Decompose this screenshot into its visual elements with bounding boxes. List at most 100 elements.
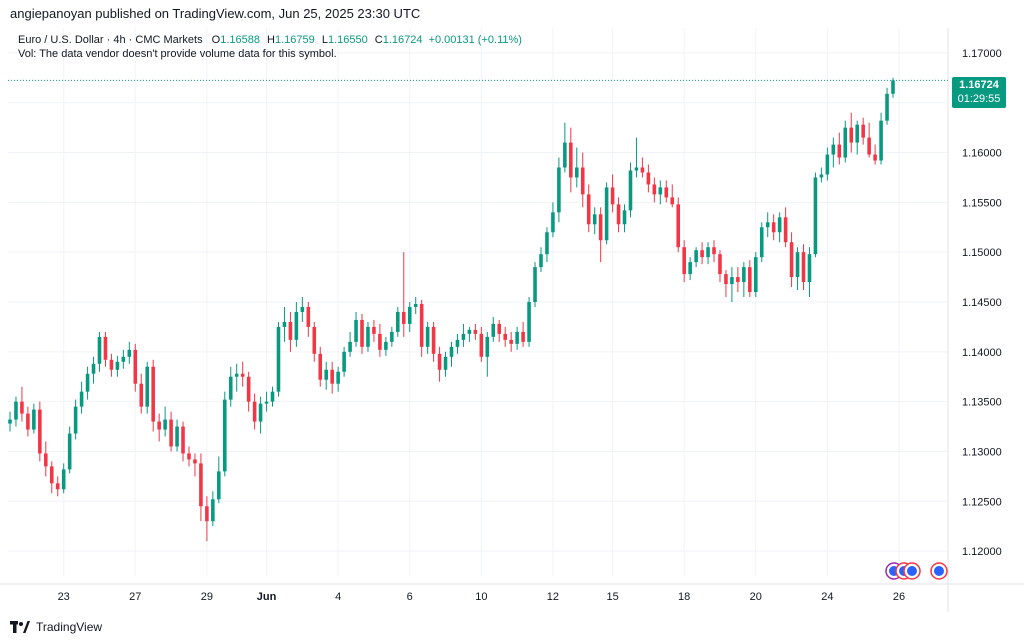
candle-body xyxy=(61,469,66,490)
candle-body xyxy=(563,142,567,168)
candle-body xyxy=(330,369,334,384)
candle-body xyxy=(598,214,603,241)
candle-body xyxy=(700,250,704,258)
candle-body xyxy=(55,483,60,490)
candle-body xyxy=(419,303,424,347)
x-tick-label: 15 xyxy=(606,591,618,603)
candle-body xyxy=(455,339,460,347)
x-tick-label: Jun xyxy=(257,591,277,603)
candle-body xyxy=(20,401,24,414)
x-tick-label: 6 xyxy=(407,591,413,603)
tradingview-logo-icon[interactable] xyxy=(10,621,30,633)
candle-body xyxy=(521,331,525,342)
x-tick-label: 12 xyxy=(547,591,559,603)
candle-body xyxy=(569,142,573,178)
candle-body xyxy=(73,406,78,434)
candle-body xyxy=(580,167,585,195)
low-value: 1.16550 xyxy=(327,34,368,46)
flag-icon-us-2[interactable] xyxy=(930,562,948,580)
candle-body xyxy=(515,331,519,344)
candlestick-chart[interactable]: 1.12000 1.12500 1.13000 1.13500 1.14000 1.145… xyxy=(0,28,1024,612)
candle-body xyxy=(121,356,126,362)
candle-body xyxy=(282,321,287,327)
candle-body xyxy=(49,466,54,484)
footer-brand[interactable]: TradingView xyxy=(36,620,103,634)
candle-body xyxy=(819,174,824,178)
candle-body xyxy=(622,210,627,225)
last-price-value: 1.16724 xyxy=(959,79,999,91)
flag-icon-us[interactable] xyxy=(903,562,921,580)
candle-body xyxy=(115,361,120,370)
candle-body xyxy=(211,499,215,522)
candle-body xyxy=(491,323,496,337)
close-label: C xyxy=(374,34,383,46)
candle-body xyxy=(891,80,895,94)
candle-body xyxy=(360,319,364,347)
y-tick-label: 1.15000 xyxy=(962,247,1002,259)
candle-body xyxy=(169,419,173,447)
candle-body xyxy=(246,376,251,402)
candle-body xyxy=(712,247,716,255)
candle-body xyxy=(628,170,633,211)
candle-body xyxy=(67,433,72,470)
candle-body xyxy=(592,214,597,225)
candle-body xyxy=(109,359,114,370)
candle-body xyxy=(664,187,669,198)
candle-body xyxy=(682,247,686,275)
candle-body xyxy=(407,306,412,324)
candle-body xyxy=(443,356,448,370)
candle-body xyxy=(670,197,675,205)
bar-countdown: 01:29:55 xyxy=(957,93,1001,105)
candle-body xyxy=(324,369,328,380)
candle-body xyxy=(193,459,197,464)
candle-body xyxy=(390,331,394,342)
candle-body xyxy=(8,419,12,424)
candle-body xyxy=(879,120,883,161)
candle-body xyxy=(724,274,728,285)
candle-body xyxy=(336,371,340,384)
candle-body xyxy=(646,172,651,185)
candle-body xyxy=(783,217,788,243)
candle-body xyxy=(312,326,317,354)
candle-body xyxy=(652,184,657,195)
y-tick-label: 1.12000 xyxy=(962,546,1002,558)
x-tick-label: 10 xyxy=(475,591,487,603)
candle-body xyxy=(91,363,96,374)
candle-body xyxy=(187,453,191,460)
candle-body xyxy=(14,401,18,420)
candle-body xyxy=(658,187,663,195)
footer: TradingView xyxy=(0,612,1024,642)
candle-body xyxy=(264,401,269,404)
candle-body xyxy=(777,217,782,233)
candle-body xyxy=(813,177,818,255)
candle-body xyxy=(807,254,812,283)
candle-body xyxy=(867,137,871,155)
candle-body xyxy=(485,336,490,357)
x-tick-label: 4 xyxy=(335,591,341,603)
y-tick-label: 1.14000 xyxy=(962,347,1002,359)
chart-area[interactable]: 1.12000 1.12500 1.13000 1.13500 1.14000 1.145… xyxy=(0,28,1024,612)
candle-body xyxy=(97,336,102,364)
candle-body xyxy=(300,306,305,312)
x-tick-label: 23 xyxy=(58,591,70,603)
candle-body xyxy=(396,311,400,332)
candle-body xyxy=(706,247,710,258)
candle-body xyxy=(181,426,185,454)
candle-body xyxy=(103,336,108,360)
candle-body xyxy=(694,250,698,263)
candle-body xyxy=(551,212,555,233)
candle-body xyxy=(873,154,877,161)
candle-body xyxy=(497,323,502,334)
candle-body xyxy=(222,399,227,472)
candle-body xyxy=(252,401,257,422)
symbol-name[interactable]: Euro / U.S. Dollar · 4h · CMC Markets xyxy=(18,34,203,46)
candle-body xyxy=(32,409,36,430)
candle-body xyxy=(748,267,752,293)
x-tick-label: 27 xyxy=(129,591,141,603)
candle-body xyxy=(294,311,299,340)
candle-body xyxy=(742,267,746,283)
candle-body xyxy=(228,376,233,400)
candle-body xyxy=(539,254,543,268)
candle-body xyxy=(270,391,275,402)
candle-body xyxy=(133,349,138,384)
